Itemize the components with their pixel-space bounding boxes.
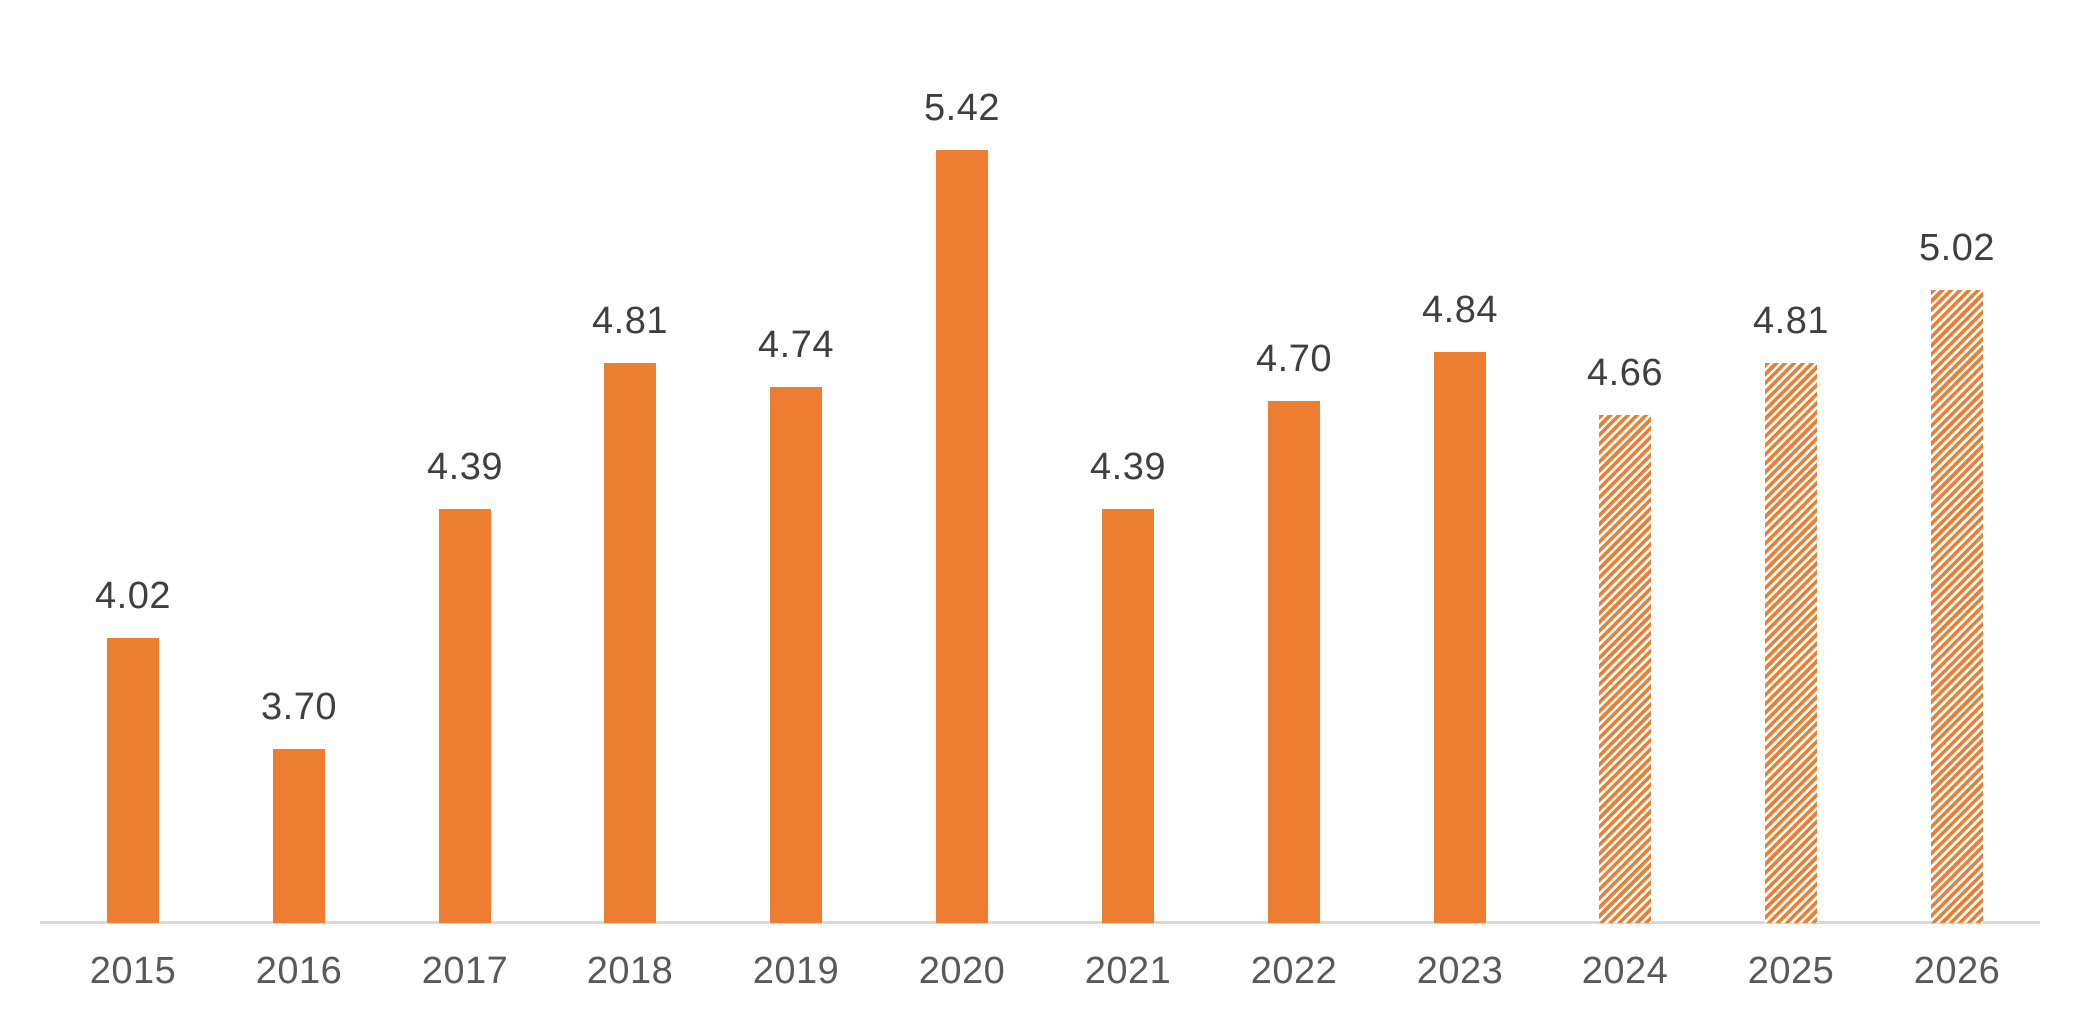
value-label-2024: 4.66 bbox=[1587, 352, 1663, 394]
x-axis-label-2020: 2020 bbox=[918, 950, 1006, 992]
chart-column-2026: 5.02 2026 bbox=[1874, 0, 2040, 1030]
bar-2018 bbox=[604, 363, 656, 923]
x-axis-label-2026: 2026 bbox=[1913, 950, 2001, 992]
forecast-bar-2026 bbox=[1931, 290, 1983, 923]
value-label-2019: 4.74 bbox=[758, 324, 834, 366]
x-axis-label-2016: 2016 bbox=[255, 950, 343, 992]
chart-column-2023: 4.84 2023 bbox=[1377, 0, 1543, 1030]
chart-column-2017: 4.39 2017 bbox=[382, 0, 548, 1030]
value-label-2015: 4.02 bbox=[95, 575, 171, 617]
x-axis-label-2021: 2021 bbox=[1084, 950, 1172, 992]
chart-column-2022: 4.70 2022 bbox=[1211, 0, 1377, 1030]
x-axis-label-2019: 2019 bbox=[752, 950, 840, 992]
value-label-2016: 3.70 bbox=[261, 686, 337, 728]
bar-2023 bbox=[1434, 352, 1486, 923]
bar-2021 bbox=[1102, 509, 1154, 923]
value-label-2020: 5.42 bbox=[924, 87, 1000, 129]
value-label-2026: 5.02 bbox=[1919, 227, 1995, 269]
value-label-2021: 4.39 bbox=[1090, 446, 1166, 488]
x-axis-label-2015: 2015 bbox=[89, 950, 177, 992]
x-axis-label-2017: 2017 bbox=[421, 950, 509, 992]
x-axis-line bbox=[40, 921, 2040, 924]
bar-2017 bbox=[439, 509, 491, 923]
chart-column-2018: 4.81 2018 bbox=[547, 0, 713, 1030]
value-label-2018: 4.81 bbox=[592, 300, 668, 342]
bar-2016 bbox=[273, 749, 325, 923]
bar-2020 bbox=[936, 150, 988, 923]
x-axis-label-2025: 2025 bbox=[1747, 950, 1835, 992]
chart-column-2025: 4.81 2025 bbox=[1708, 0, 1874, 1030]
x-axis-label-2018: 2018 bbox=[586, 950, 674, 992]
chart-column-2019: 4.74 2019 bbox=[713, 0, 879, 1030]
forecast-bar-2024 bbox=[1599, 415, 1651, 923]
bar-2015 bbox=[107, 638, 159, 923]
chart-column-2021: 4.39 2021 bbox=[1045, 0, 1211, 1030]
value-label-2022: 4.70 bbox=[1256, 338, 1332, 380]
chart-column-2024: 4.66 2024 bbox=[1542, 0, 1708, 1030]
bar-2022 bbox=[1268, 401, 1320, 923]
chart-column-2016: 3.70 2016 bbox=[216, 0, 382, 1030]
bar-2019 bbox=[770, 387, 822, 923]
x-axis-label-2024: 2024 bbox=[1581, 950, 1669, 992]
forecast-bar-2025 bbox=[1765, 363, 1817, 923]
chart-column-2020: 5.42 2020 bbox=[879, 0, 1045, 1030]
value-label-2025: 4.81 bbox=[1753, 300, 1829, 342]
x-axis-label-2023: 2023 bbox=[1416, 950, 1504, 992]
chart-column-2015: 4.02 2015 bbox=[50, 0, 216, 1030]
value-label-2017: 4.39 bbox=[427, 446, 503, 488]
x-axis-label-2022: 2022 bbox=[1250, 950, 1338, 992]
value-label-2023: 4.84 bbox=[1422, 289, 1498, 331]
